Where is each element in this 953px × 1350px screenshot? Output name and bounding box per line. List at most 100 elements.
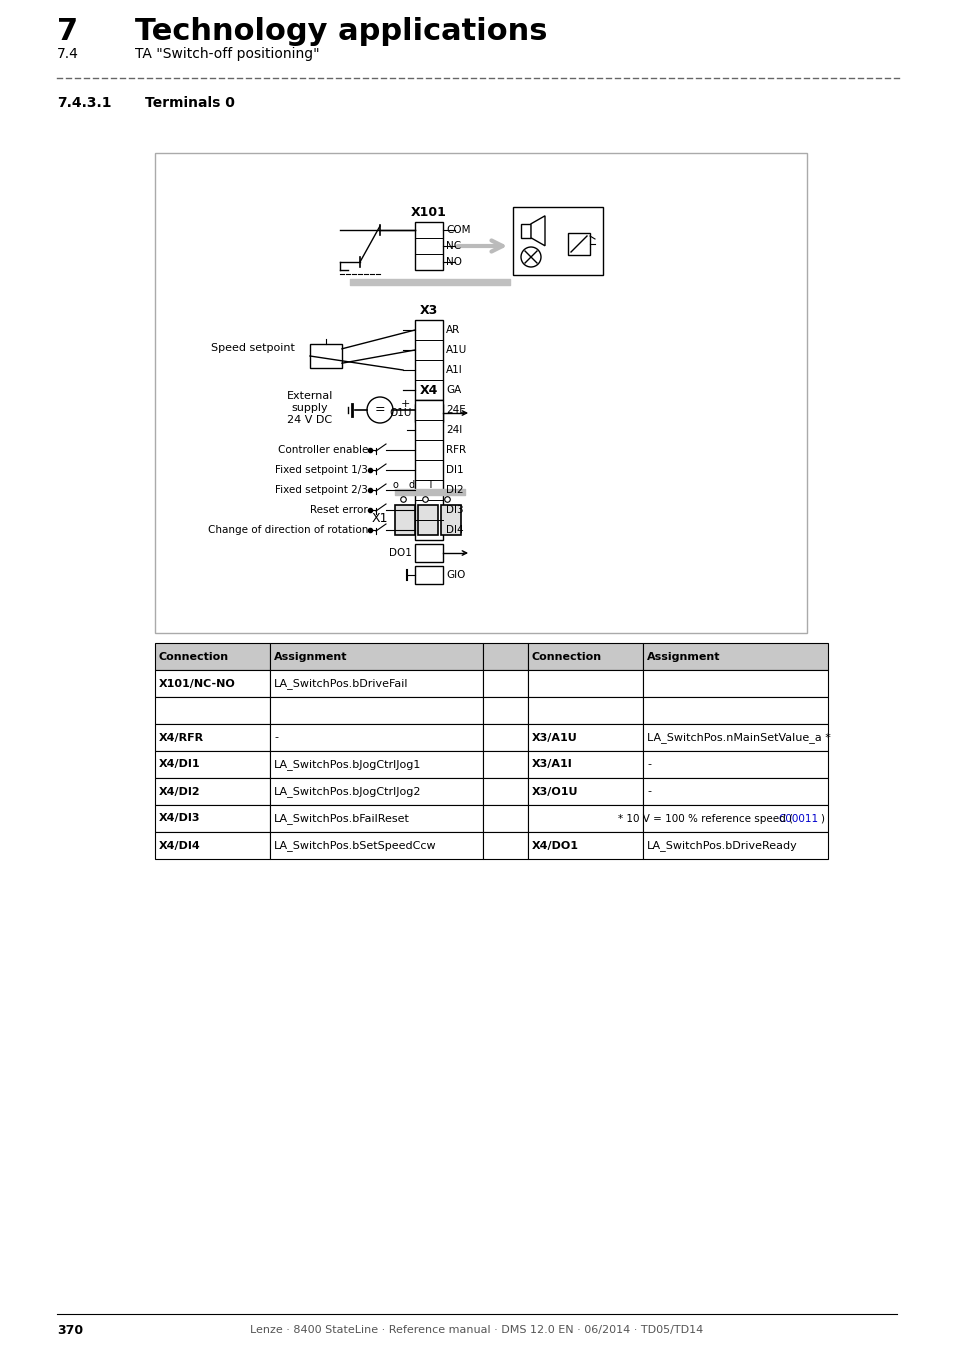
Bar [520, 224, 531, 238]
Bar [527, 805, 642, 832]
Bar [415, 544, 442, 562]
Polygon shape [531, 216, 544, 246]
Bar [395, 505, 415, 535]
Bar [642, 832, 827, 859]
Bar [154, 778, 270, 805]
Text: GIO: GIO [446, 570, 465, 580]
Text: -: - [646, 787, 650, 796]
Text: ): ) [820, 814, 823, 824]
Text: COM: COM [446, 225, 470, 235]
Bar [642, 697, 827, 724]
Text: X3/A1I: X3/A1I [532, 760, 572, 770]
Text: d: d [409, 481, 415, 490]
Text: DO1: DO1 [389, 548, 412, 558]
Text: supply: supply [292, 404, 328, 413]
Text: X101: X101 [411, 205, 446, 219]
Bar [527, 832, 642, 859]
Bar [154, 697, 270, 724]
Bar [642, 778, 827, 805]
Text: LA_SwitchPos.bJogCtrlJog1: LA_SwitchPos.bJogCtrlJog1 [274, 759, 421, 769]
Bar [642, 805, 827, 832]
Bar [270, 643, 482, 670]
Text: DI2: DI2 [446, 485, 463, 495]
Text: DI3: DI3 [446, 505, 463, 514]
Text: X3/A1U: X3/A1U [532, 733, 578, 743]
Bar [482, 778, 527, 805]
Text: X4/DI4: X4/DI4 [159, 841, 200, 850]
Bar [270, 724, 482, 751]
Text: X4/RFR: X4/RFR [159, 733, 204, 743]
Bar [642, 751, 827, 778]
Text: * 10 V = 100 % reference speed (: * 10 V = 100 % reference speed ( [617, 814, 792, 824]
Text: GA: GA [446, 385, 460, 396]
Text: LA_SwitchPos.bJogCtrlJog2: LA_SwitchPos.bJogCtrlJog2 [274, 786, 421, 796]
Text: Change of direction of rotation: Change of direction of rotation [208, 525, 368, 535]
Text: Fixed setpoint 1/3: Fixed setpoint 1/3 [274, 464, 368, 475]
Text: X101/NC-NO: X101/NC-NO [159, 679, 235, 688]
Text: X4: X4 [419, 383, 437, 397]
Bar [482, 697, 527, 724]
Bar [154, 805, 270, 832]
Bar [482, 751, 527, 778]
Text: X4/DO1: X4/DO1 [532, 841, 578, 850]
Text: Speed setpoint: Speed setpoint [211, 343, 294, 352]
Text: 24E: 24E [446, 405, 465, 414]
Bar [154, 670, 270, 697]
Text: TA "Switch-off positioning": TA "Switch-off positioning" [135, 47, 319, 61]
Text: NC: NC [446, 242, 460, 251]
Bar [527, 697, 642, 724]
Bar [415, 400, 442, 540]
Circle shape [367, 397, 393, 423]
Bar [642, 724, 827, 751]
Bar [440, 505, 460, 535]
Text: O1U: O1U [389, 408, 412, 418]
Bar [482, 643, 527, 670]
Text: Technology applications: Technology applications [135, 18, 547, 46]
Text: Fixed setpoint 2/3: Fixed setpoint 2/3 [274, 485, 368, 495]
Bar [415, 320, 442, 400]
Text: X4/DI2: X4/DI2 [159, 787, 200, 796]
Bar [154, 643, 270, 670]
Text: LA_SwitchPos.bFailReset: LA_SwitchPos.bFailReset [274, 813, 410, 823]
Text: X4/DI1: X4/DI1 [159, 760, 200, 770]
Text: Connection: Connection [532, 652, 601, 662]
Text: X3: X3 [419, 304, 437, 316]
Text: X1: X1 [371, 512, 388, 525]
Text: Connection: Connection [159, 652, 229, 662]
Bar [270, 778, 482, 805]
Text: RFR: RFR [446, 446, 466, 455]
Bar [415, 404, 442, 423]
Bar [415, 221, 442, 270]
Bar [270, 832, 482, 859]
Text: =: = [375, 404, 385, 417]
Text: o: o [392, 481, 397, 490]
Bar [154, 832, 270, 859]
Text: 7.4: 7.4 [57, 47, 79, 61]
Bar [567, 234, 589, 255]
Text: External: External [287, 392, 333, 401]
Bar [482, 724, 527, 751]
Text: AR: AR [446, 325, 459, 335]
Text: NO: NO [446, 256, 461, 267]
Text: Assignment: Assignment [646, 652, 720, 662]
Bar [482, 805, 527, 832]
Bar [527, 751, 642, 778]
Text: LA_SwitchPos.bDriveFail: LA_SwitchPos.bDriveFail [274, 678, 408, 688]
Text: 370: 370 [57, 1323, 83, 1336]
Bar [482, 670, 527, 697]
Text: A1U: A1U [446, 346, 467, 355]
Bar [527, 724, 642, 751]
Bar [270, 805, 482, 832]
Text: LA_SwitchPos.bDriveReady: LA_SwitchPos.bDriveReady [646, 840, 797, 850]
Text: DI1: DI1 [446, 464, 463, 475]
Bar [154, 153, 806, 633]
Bar [527, 670, 642, 697]
Text: LA_SwitchPos.nMainSetValue_a *: LA_SwitchPos.nMainSetValue_a * [646, 732, 830, 742]
Text: X3/O1U: X3/O1U [532, 787, 578, 796]
Text: 24I: 24I [446, 425, 462, 435]
Text: 7.4.3.1: 7.4.3.1 [57, 96, 112, 109]
Circle shape [520, 247, 540, 267]
Bar [527, 778, 642, 805]
Text: 7: 7 [57, 18, 78, 46]
Bar [642, 670, 827, 697]
